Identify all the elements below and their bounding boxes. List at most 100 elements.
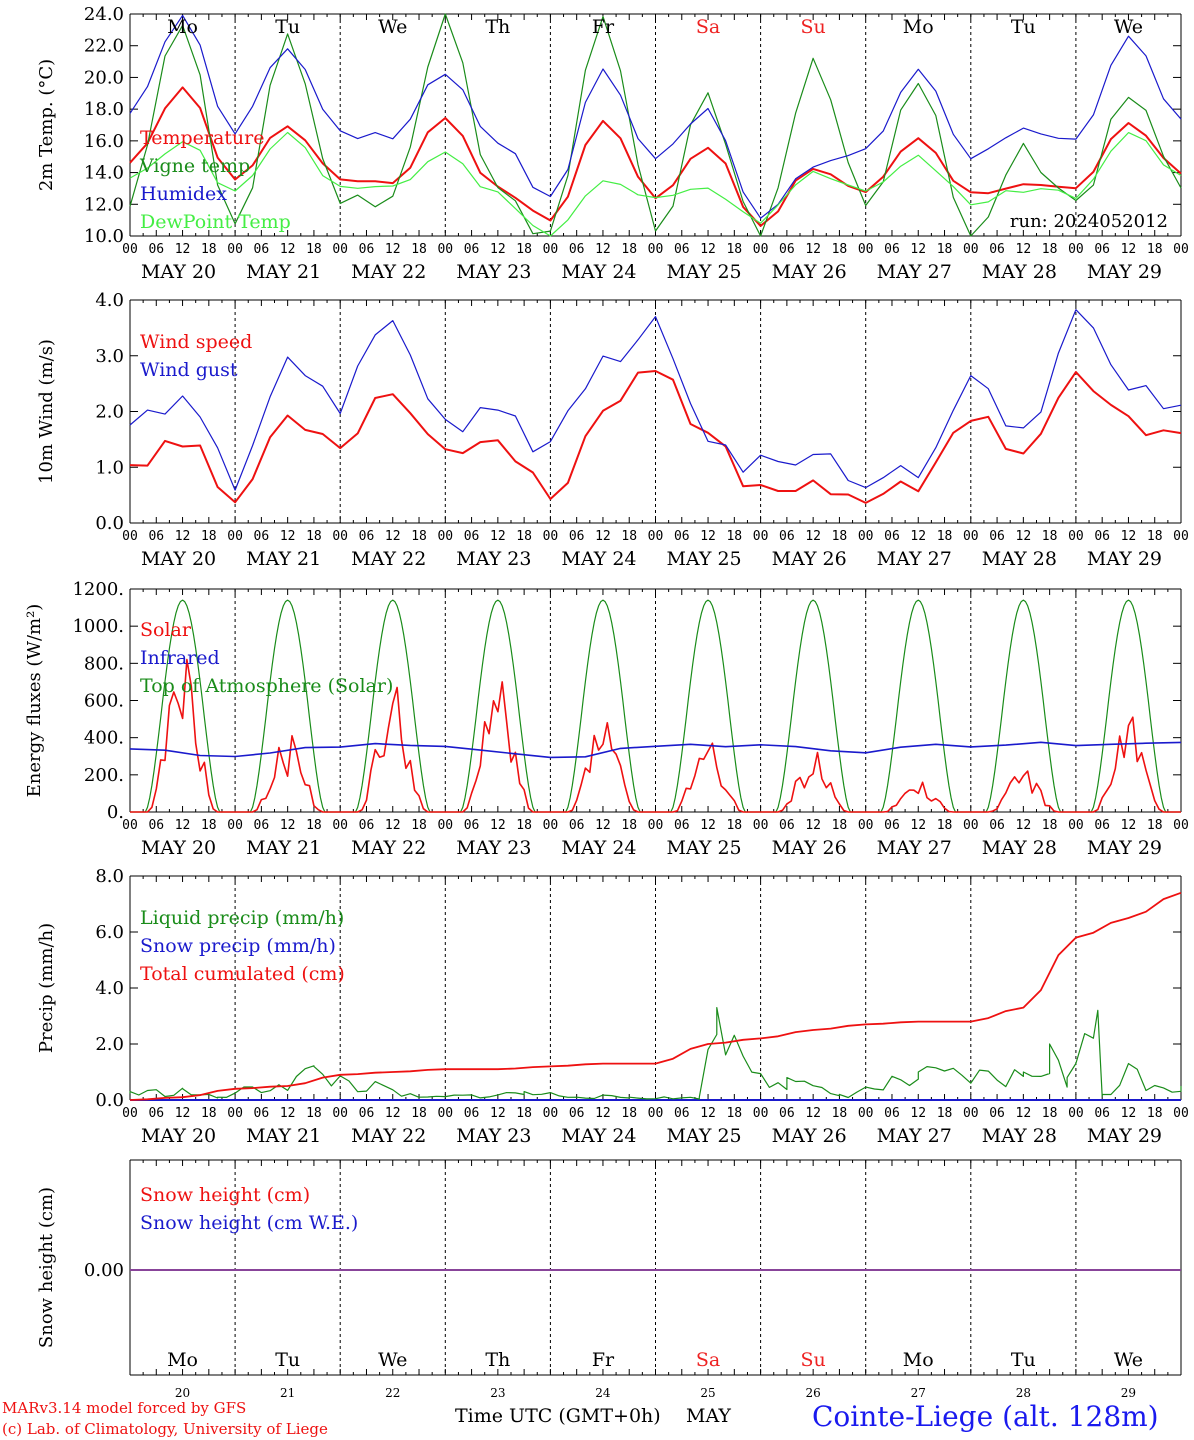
day-number: 22 [385,1386,400,1400]
weekday-label: Th [485,1349,510,1371]
hour-tick-label: 06 [569,818,585,833]
hour-tick-label: 00 [227,1106,243,1121]
hour-tick-label: 06 [359,1106,375,1121]
series-line [129,370,1182,504]
date-label: MAY 26 [772,837,847,859]
hour-tick-label: 18 [1042,242,1058,257]
legend-entry: Infrared [140,647,220,669]
hour-tick-label: 06 [254,529,270,544]
date-label: MAY 24 [561,1125,636,1147]
hour-tick-label: 18 [621,1106,637,1121]
hour-tick-label: 06 [884,529,900,544]
y-tick-label: 8.0 [95,866,124,887]
y-axis-title: 2m Temp. (°C) [36,59,57,191]
hour-tick-label: 12 [280,242,296,257]
hour-tick-label: 06 [569,242,585,257]
y-tick-label: 0. [107,802,124,823]
hour-tick-label: 06 [884,242,900,257]
hour-tick-label: 06 [254,242,270,257]
hour-tick-label: 12 [595,529,611,544]
hour-tick-label: 18 [621,242,637,257]
legend-entry: DewPoint Temp [140,211,291,233]
hour-tick-label: 12 [1121,242,1137,257]
y-tick-label: 12.0 [84,194,124,215]
hour-tick-label: 06 [989,1106,1005,1121]
hour-tick-label: 18 [937,1106,953,1121]
hour-tick-label: 06 [779,818,795,833]
hour-tick-label: 18 [1042,1106,1058,1121]
series-dewpoint-temp [129,131,1182,237]
hour-tick-label: 06 [569,1106,585,1121]
weekday-label: Mo [903,1349,934,1371]
y-tick-label: 16.0 [84,131,124,152]
hour-tick-label: 18 [306,818,322,833]
hour-tick-label: 12 [280,818,296,833]
hour-tick-label: 18 [832,818,848,833]
y-tick-label: 4.0 [95,290,124,311]
date-label: MAY 22 [351,837,426,859]
hour-tick-label: 18 [306,242,322,257]
date-label: MAY 26 [772,548,847,570]
date-label: MAY 24 [561,837,636,859]
hour-tick-label: 18 [201,529,217,544]
hour-tick-label: 12 [490,818,506,833]
hour-tick-label: 06 [1094,818,1110,833]
hour-tick-label: 18 [726,1106,742,1121]
series-line [129,14,1182,219]
weekday-label: Th [485,16,510,38]
date-label: MAY 25 [666,1125,741,1147]
series-line [129,86,1182,227]
hour-tick-label: 06 [884,1106,900,1121]
hour-tick-label: 12 [805,529,821,544]
date-label: MAY 23 [456,1125,531,1147]
hour-tick-label: 06 [464,242,480,257]
hour-tick-label: 00 [1068,1106,1084,1121]
hour-tick-label: 18 [411,529,427,544]
hour-tick-label: 12 [175,242,191,257]
y-tick-label: 20.0 [84,67,124,88]
hour-tick-label: 18 [306,1106,322,1121]
hour-tick-label: 00 [437,242,453,257]
day-number: 29 [1121,1386,1136,1400]
series-infrared [129,741,1182,759]
date-label: MAY 25 [666,548,741,570]
weekday-label: Mo [167,1349,198,1371]
hour-tick-label: 00 [1173,242,1189,257]
series-line [129,131,1182,237]
hour-tick-label: 06 [254,818,270,833]
hour-tick-label: 12 [910,242,926,257]
y-tick-label: 22.0 [84,36,124,57]
hour-tick-label: 18 [937,242,953,257]
hour-tick-label: 00 [543,818,559,833]
date-label: MAY 22 [351,261,426,283]
y-tick-label: 4.0 [95,978,124,999]
hour-tick-label: 12 [910,1106,926,1121]
hour-tick-label: 00 [543,242,559,257]
hour-tick-label: 00 [753,529,769,544]
hour-tick-label: 12 [490,242,506,257]
y-axis-title: Snow height (cm) [36,1187,57,1348]
series-line [129,891,1182,1101]
hour-tick-label: 00 [437,818,453,833]
hour-tick-label: 18 [1042,818,1058,833]
day-number: 25 [700,1386,715,1400]
date-label: MAY 28 [982,261,1057,283]
y-axis-title: 10m Wind (m/s) [36,339,57,484]
hour-tick-label: 00 [332,1106,348,1121]
hour-tick-label: 12 [1016,818,1032,833]
hour-tick-label: 18 [937,818,953,833]
legend-entry: Snow height (cm W.E.) [140,1212,358,1234]
weekday-label: Sa [696,16,720,38]
y-axis-title: Energy fluxes (W/m²) [24,604,45,798]
legend-entry: Temperature [140,127,264,149]
date-label: MAY 20 [141,261,216,283]
legend-entry: Total cumulated (cm) [140,963,345,985]
hour-tick-label: 18 [1147,242,1163,257]
hour-tick-label: 06 [989,529,1005,544]
hour-tick-label: 12 [385,242,401,257]
series-line [129,13,1182,237]
hour-tick-label: 12 [385,1106,401,1121]
hour-tick-label: 06 [569,529,585,544]
